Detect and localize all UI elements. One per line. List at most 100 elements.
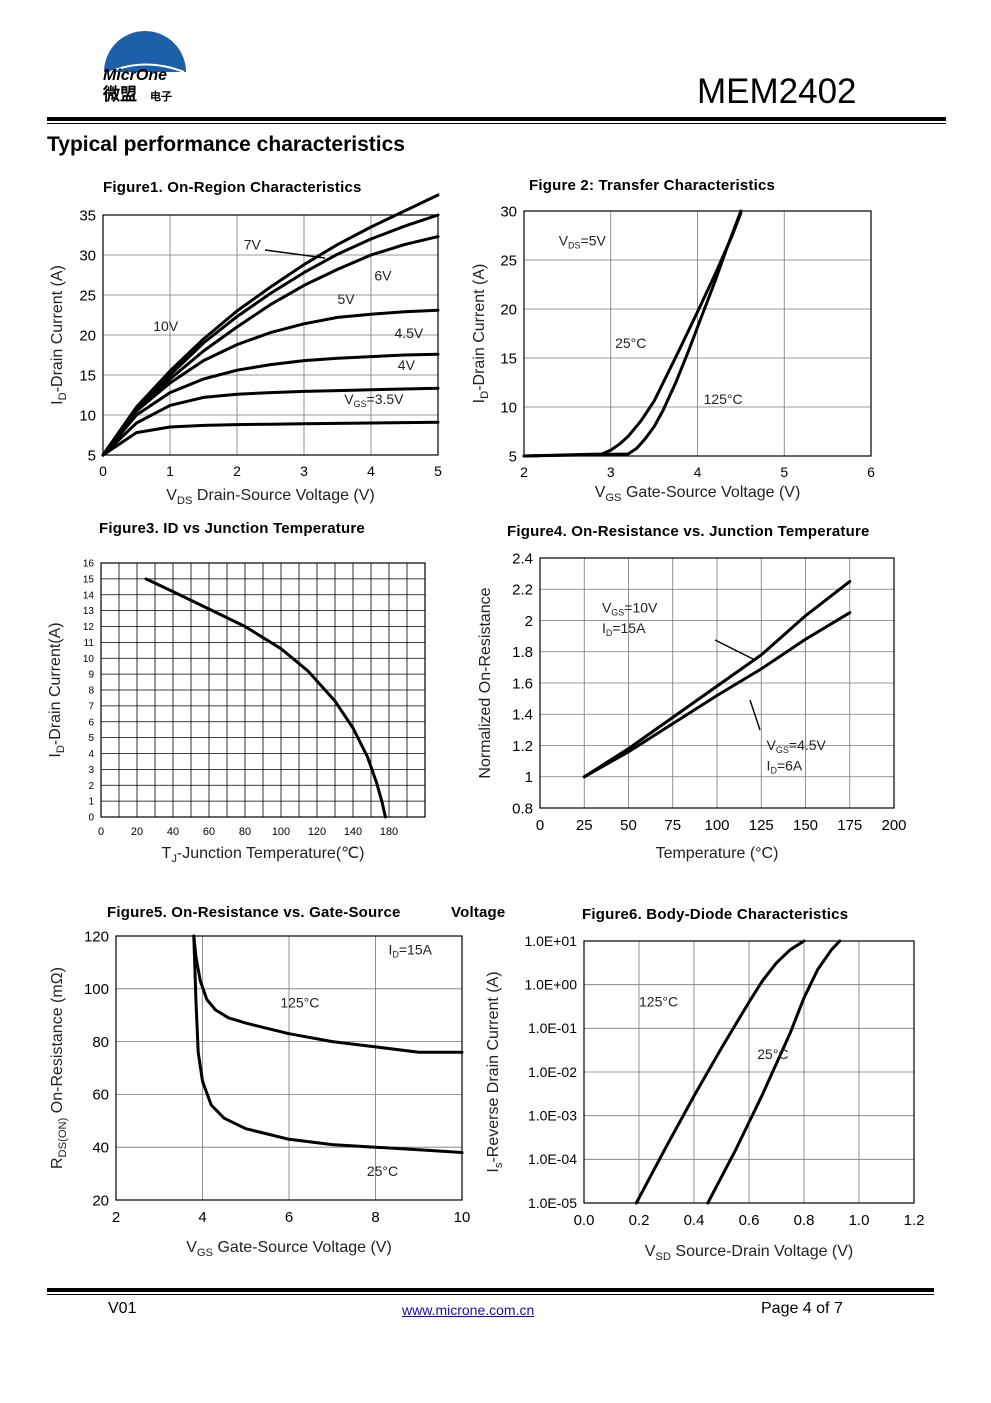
series-line-3 bbox=[101, 235, 440, 457]
x-tick-label: 2 bbox=[112, 1209, 120, 1226]
x-tick-label: 175 bbox=[837, 817, 862, 834]
y-tick-label: 1.0E-01 bbox=[528, 1020, 577, 1036]
x-tick-label: 0.6 bbox=[739, 1212, 760, 1229]
y-tick-label: 14 bbox=[83, 590, 95, 601]
y-tick-label: 10 bbox=[79, 407, 96, 424]
plot-frame bbox=[100, 562, 426, 818]
x-tick-label: 3 bbox=[607, 464, 615, 480]
x-tick-label: 0 bbox=[98, 826, 104, 838]
annotation-label: VGS=3.5V bbox=[344, 391, 404, 409]
chart-1: 0 1 2 3 4 5 5 10 15 20 25 30 35 VDS​ Drain-Source Vol… bbox=[49, 193, 442, 507]
plot-frame bbox=[115, 935, 463, 1201]
series-line-7 bbox=[101, 420, 440, 457]
y-tick-label: 4 bbox=[88, 749, 94, 760]
x-tick-label: 3 bbox=[300, 463, 308, 479]
figure4-title: Figure4. On-Resistance vs. Junction Temp… bbox=[507, 523, 870, 540]
annotation-label: VGS=4.5V bbox=[767, 737, 827, 755]
series-line-1 bbox=[144, 577, 387, 819]
series-line-5 bbox=[101, 352, 440, 457]
x-tick-label: 150 bbox=[793, 817, 818, 834]
logo-text: MicrOne bbox=[103, 67, 167, 84]
x-tick-label: 2 bbox=[520, 464, 528, 480]
section-title: Typical performance characteristics bbox=[47, 133, 405, 156]
x-tick-label: 75 bbox=[664, 817, 681, 834]
y-tick-label: 20 bbox=[500, 301, 517, 318]
x-tick-label: 0 bbox=[536, 817, 544, 834]
y-tick-label: 9 bbox=[88, 670, 94, 681]
x-tick-label: 10 bbox=[454, 1209, 471, 1226]
x-tick-label: 8 bbox=[371, 1209, 379, 1226]
figure3-title: Figure3. ID vs Junction Temperature bbox=[99, 520, 365, 537]
y-tick-label: 7 bbox=[88, 701, 94, 712]
y-tick-label: 15 bbox=[83, 574, 95, 585]
x-tick-label: 4 bbox=[694, 464, 702, 480]
annotation-label: ID=15A bbox=[602, 620, 646, 638]
y-tick-label: 1.6 bbox=[512, 675, 533, 692]
chart-4: 0 25 50 75 100 125 150 175 200 0.8 1 1.2 1.4 1.6 1.8 2 2… bbox=[477, 550, 907, 862]
y-tick-label: 3 bbox=[88, 765, 94, 776]
x-tick-label: 1.0 bbox=[849, 1212, 870, 1229]
series-line-6 bbox=[101, 386, 440, 457]
footer-rule-thin bbox=[47, 1294, 934, 1295]
y-tick-label: 13 bbox=[83, 606, 95, 617]
y-tick-label: 40 bbox=[92, 1139, 109, 1156]
annotation-label: 125°C bbox=[704, 391, 743, 407]
y-tick-label: 20 bbox=[92, 1192, 109, 1209]
y-tick-label: 1.0E-04 bbox=[528, 1151, 577, 1167]
y-tick-label: 2 bbox=[88, 781, 94, 792]
annotation-label: 4.5V bbox=[394, 325, 423, 341]
y-tick-label: 1.8 bbox=[512, 644, 533, 661]
annotation-arrow bbox=[749, 699, 761, 731]
y-tick-label: 30 bbox=[500, 203, 517, 220]
plot-frame bbox=[539, 557, 895, 809]
x-tick-label: 140 bbox=[344, 826, 362, 838]
y-tick-label: 100 bbox=[84, 981, 109, 998]
series-line-2 bbox=[192, 934, 464, 1154]
annotation-label: 125°C bbox=[639, 994, 678, 1010]
x-tick-label: 1 bbox=[166, 463, 174, 479]
y-axis-label: ID​-Drain Current (A) bbox=[471, 264, 491, 404]
y-tick-label: 5 bbox=[509, 448, 517, 465]
y-tick-label: 25 bbox=[79, 287, 96, 304]
x-tick-label: 4 bbox=[198, 1209, 206, 1226]
annotation-label: 5V bbox=[338, 291, 356, 307]
y-tick-label: 35 bbox=[79, 207, 96, 224]
x-tick-label: 40 bbox=[167, 826, 179, 838]
x-tick-label: 6 bbox=[867, 464, 875, 480]
y-tick-label: 10 bbox=[83, 654, 95, 665]
y-tick-label: 6 bbox=[88, 717, 94, 728]
x-tick-label: 100 bbox=[704, 817, 729, 834]
footer-website-link[interactable]: www.microne.com.cn bbox=[402, 1302, 535, 1318]
footer-rule-thick bbox=[47, 1288, 934, 1292]
series-line-2 bbox=[101, 213, 440, 457]
y-tick-label: 2.4 bbox=[512, 550, 533, 567]
y-tick-label: 1.0E-02 bbox=[528, 1064, 577, 1080]
y-tick-label: 80 bbox=[92, 1034, 109, 1051]
y-tick-label: 2 bbox=[525, 613, 533, 630]
y-tick-label: 15 bbox=[500, 350, 517, 367]
series-line-2 bbox=[522, 209, 743, 458]
figure5-title-extra: Voltage bbox=[451, 904, 506, 921]
figure6-title: Figure6. Body-Diode Characteristics bbox=[582, 906, 849, 923]
y-tick-label: 0.8 bbox=[512, 800, 533, 817]
x-tick-label: 125 bbox=[749, 817, 774, 834]
part-number: MEM2402 bbox=[697, 72, 857, 111]
y-tick-label: 1.0E-05 bbox=[528, 1195, 577, 1211]
series-line-1 bbox=[101, 193, 440, 457]
annotation-label: ID=15A bbox=[388, 941, 432, 959]
figure1-title: Figure1. On-Region Characteristics bbox=[103, 179, 362, 196]
x-axis-label: VGS​ Gate-Source Voltage (V) bbox=[595, 484, 801, 504]
x-tick-label: 25 bbox=[576, 817, 593, 834]
annotation-label: VGS=10V bbox=[602, 600, 658, 618]
series-line-4 bbox=[101, 308, 440, 457]
annotation-label: 125°C bbox=[280, 994, 319, 1010]
series-line-2 bbox=[706, 939, 842, 1205]
series-line-2 bbox=[582, 611, 852, 779]
x-axis-label: VSD​ Source-Drain Voltage (V) bbox=[645, 1243, 854, 1263]
series-line-1 bbox=[522, 211, 743, 458]
x-axis-label: VDS​ Drain-Source Voltage (V) bbox=[166, 487, 375, 507]
annotation-arrow bbox=[264, 249, 326, 259]
y-tick-label: 25 bbox=[500, 252, 517, 269]
y-tick-label: 1.2 bbox=[512, 738, 533, 755]
